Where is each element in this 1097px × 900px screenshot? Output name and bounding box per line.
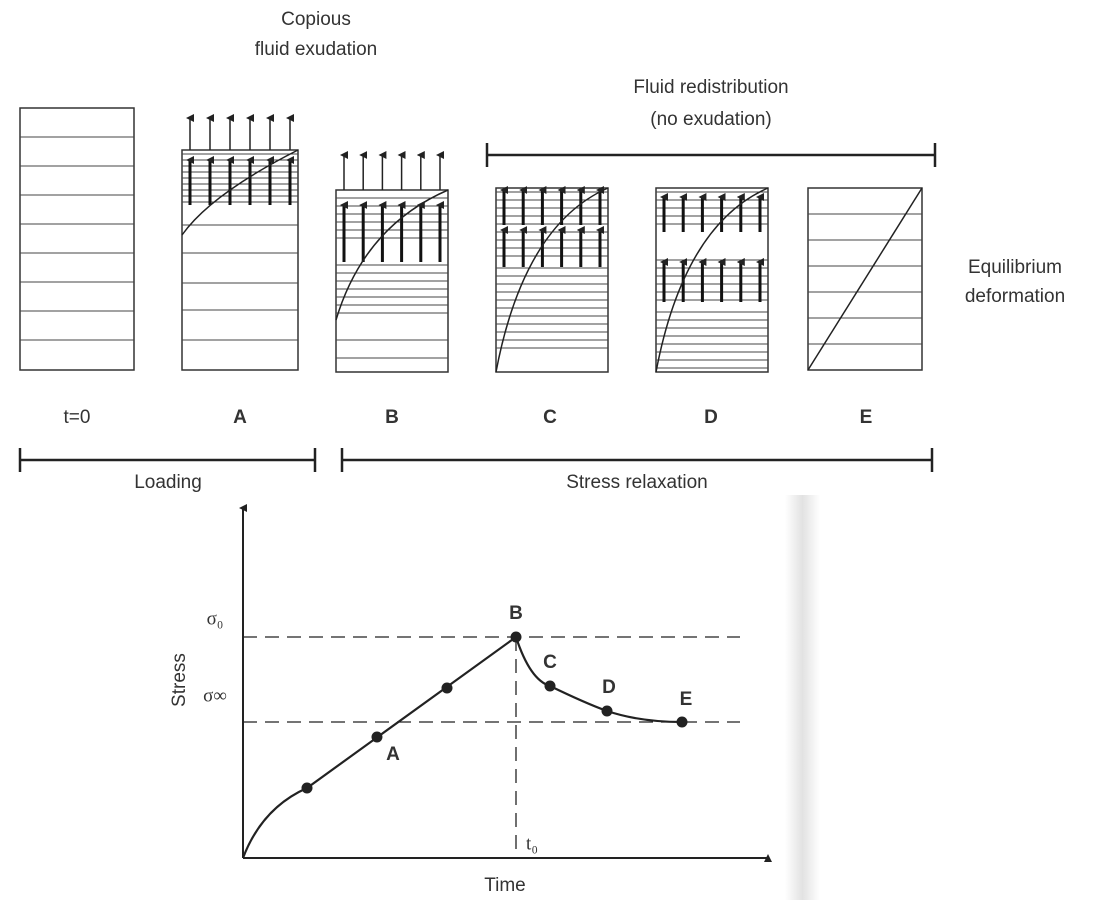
panel: [495, 187, 609, 373]
panel-label: E: [860, 407, 873, 428]
profile-curve: [181, 149, 299, 236]
profile-curve: [807, 187, 923, 371]
profile-curve: [655, 187, 769, 373]
panel: [655, 187, 769, 373]
bracket: [18, 143, 937, 472]
y-axis-label: Stress: [169, 653, 190, 707]
point-label: C: [543, 652, 557, 673]
point-label: D: [602, 677, 616, 698]
profile-curve: [495, 187, 609, 373]
panels: t=0 A B C D E: [19, 107, 923, 428]
phase-label: Stress relaxation: [566, 472, 708, 493]
profile-curve: [335, 189, 449, 321]
panel: [19, 107, 135, 371]
scan-shade: [785, 495, 820, 900]
panel-label: D: [704, 407, 718, 428]
header-label: Fluid redistribution: [633, 77, 788, 98]
level-label: σ∞: [203, 685, 227, 706]
point-label: A: [386, 744, 400, 765]
panel-label: A: [233, 407, 247, 428]
level-label: σ₀: [207, 608, 224, 629]
x-axis-label: Time: [484, 875, 526, 896]
panel-label: C: [543, 407, 557, 428]
panel: [181, 149, 299, 371]
graph: [239, 504, 772, 862]
point-label: B: [509, 603, 523, 624]
header-label: fluid exudation: [255, 39, 378, 60]
header-label: Copious: [281, 9, 351, 30]
panel-label: t=0: [64, 407, 91, 428]
phase-label: Loading: [134, 472, 202, 493]
header-label: (no exudation): [650, 109, 771, 130]
time-mark: t₀: [526, 833, 538, 854]
header-label: deformation: [965, 286, 1065, 307]
point-label: E: [680, 689, 693, 710]
header-label: Equilibrium: [968, 257, 1062, 278]
panel-label: B: [385, 407, 399, 428]
